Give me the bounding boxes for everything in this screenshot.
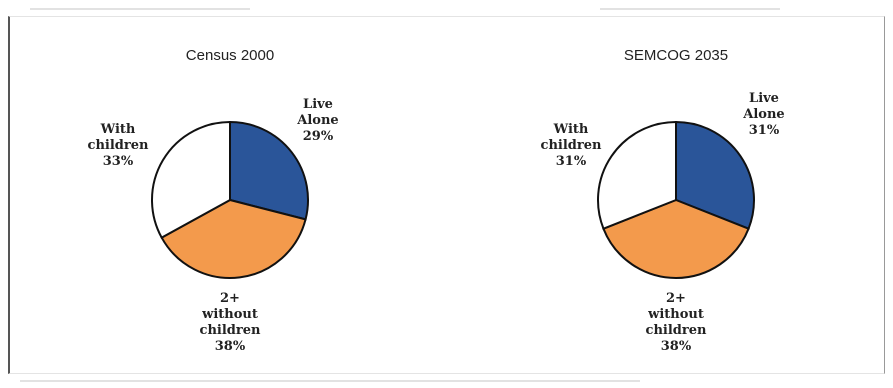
- slice-label-line: without: [647, 307, 704, 322]
- slice-label-line: 31%: [749, 123, 780, 138]
- slice-label-line: children: [200, 323, 261, 338]
- slice-labels: Live Alone 31%2+ without children 38%With chil…: [541, 91, 785, 354]
- pie-slice: [160, 198, 307, 279]
- pie-slices: [597, 120, 755, 279]
- slice-label-line: With: [100, 122, 136, 137]
- slice-label-line: 38%: [215, 339, 246, 354]
- slice-label-line: without: [201, 307, 258, 322]
- slice-label: With children 31%: [541, 122, 602, 169]
- slice-label-line: children: [88, 138, 149, 153]
- slice-label-line: 33%: [103, 154, 134, 169]
- pie-slice: [229, 120, 309, 221]
- slice-label-line: Alone: [296, 113, 338, 128]
- slice-label-line: 38%: [661, 339, 692, 354]
- scan-artifact-top: [30, 8, 250, 10]
- slice-label: With children 33%: [88, 122, 149, 169]
- slice-label-line: With: [553, 122, 589, 137]
- slice-label-line: children: [646, 323, 707, 338]
- slice-label-line: Live: [303, 97, 333, 112]
- pie-chart-semcog-2035: SEMCOG 2035 Live Alone 31%2+ without childre…: [541, 47, 785, 354]
- slice-label-line: 2+: [220, 291, 240, 306]
- slice-label: Live Alone 29%: [296, 97, 338, 144]
- chart-title: SEMCOG 2035: [624, 47, 728, 64]
- slice-label-line: 31%: [556, 154, 587, 169]
- pie-slice: [602, 198, 750, 279]
- scan-artifact-top-right: [600, 8, 780, 10]
- pie-slice: [597, 120, 677, 231]
- slice-label: 2+ without children 38%: [200, 291, 261, 354]
- scan-artifact-bottom: [20, 380, 640, 382]
- slice-label-line: Live: [749, 91, 779, 106]
- pie-slice: [675, 120, 755, 231]
- chart-frame: [8, 16, 885, 374]
- slice-label-line: children: [541, 138, 602, 153]
- slice-labels: Live Alone 29%2+ without children 38%With chil…: [88, 97, 339, 354]
- pie-slices: [151, 120, 309, 279]
- slice-label-line: 2+: [666, 291, 686, 306]
- chart-title: Census 2000: [186, 47, 274, 64]
- slice-label-line: Alone: [742, 107, 784, 122]
- slice-label: 2+ without children 38%: [646, 291, 707, 354]
- slice-label: Live Alone 31%: [742, 91, 784, 138]
- pie-chart-census-2000: Census 2000 Live Alone 29%2+ without childre…: [88, 47, 339, 354]
- pie-slice: [151, 120, 231, 239]
- slice-label-line: 29%: [303, 129, 334, 144]
